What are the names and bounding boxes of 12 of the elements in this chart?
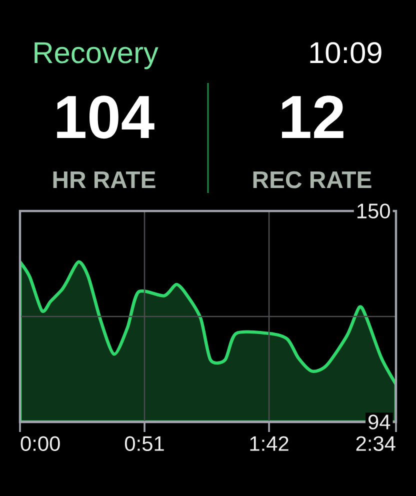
text: HR RATE [53,172,156,188]
text: 10:09 [310,42,382,64]
y-tick-label: 150 [357,204,390,218]
text: 104 [57,96,154,139]
x-tick-label: 2:34 [356,436,396,452]
x-tick-label: 0:51 [124,436,164,452]
y-tick-label: 94 [368,414,390,430]
x-tick-label: 1:42 [250,436,288,451]
text: 12 [282,96,344,138]
text: REC RATE [253,171,372,188]
chart-title: Recovery [34,42,158,70]
x-tick-label: 0:00 [20,436,60,452]
